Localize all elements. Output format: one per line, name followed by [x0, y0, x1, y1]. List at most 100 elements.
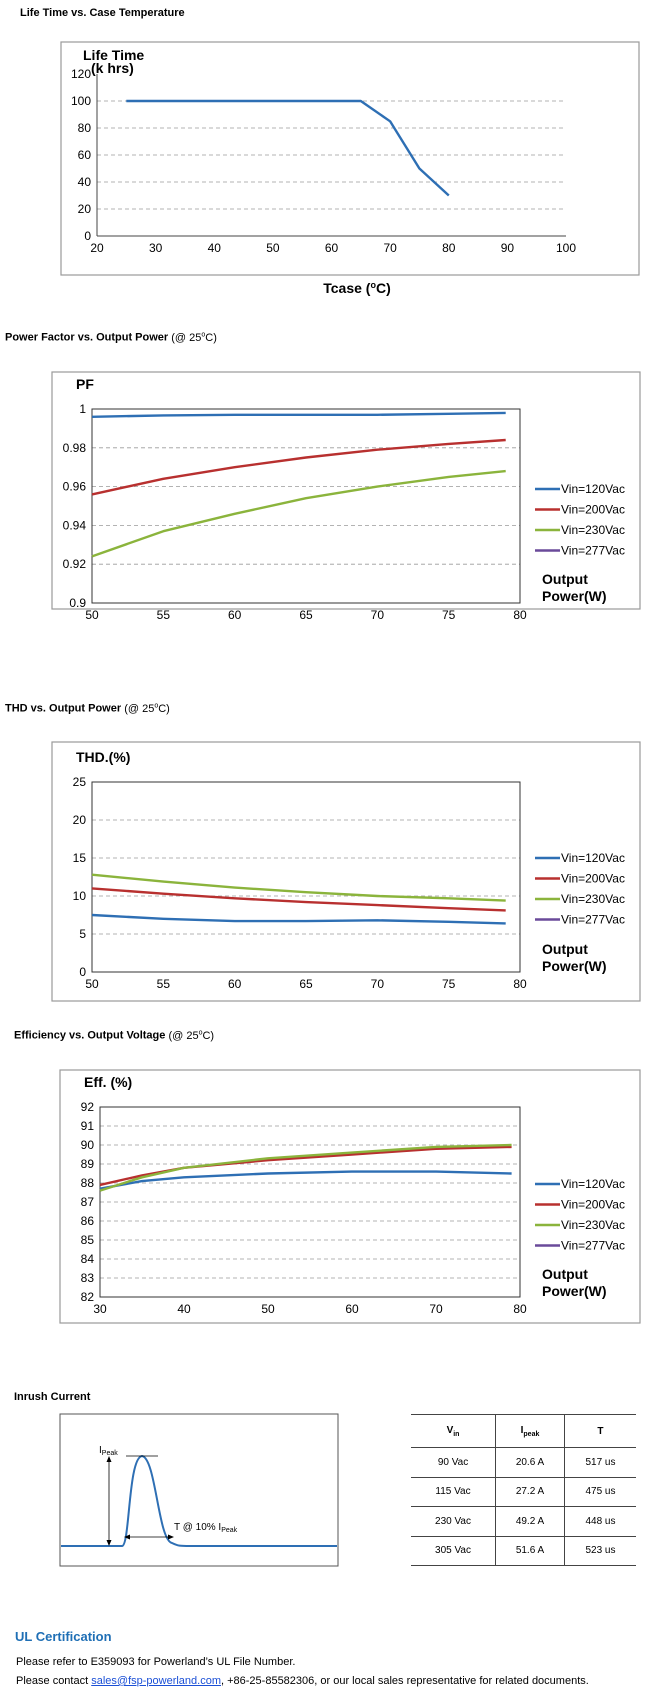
inrush-table: Vin Ipeak T 90 Vac 20.6 A 517 us 115 Vac…: [411, 1414, 636, 1566]
sales-email-link[interactable]: sales@fsp-powerland.com: [91, 1675, 221, 1687]
vin-header: Vin: [446, 1424, 460, 1438]
x-tick-label: 75: [442, 608, 456, 622]
y-tick-label: 89: [81, 1157, 95, 1171]
y-tick-label: 0.92: [63, 557, 87, 571]
y-tick-label: 0.9: [69, 596, 86, 610]
thd-chart: 0 5 10 15 20 25 50 55 60 65 70 75 80 THD.(%) OutputPow…: [51, 741, 641, 1002]
x-tick-label: 65: [299, 977, 313, 991]
x-axis-label: Output: [542, 1266, 588, 1282]
x-tick-label: 55: [157, 977, 171, 991]
legend-entry: Vin=120Vac: [561, 851, 625, 865]
legend-entry: Vin=120Vac: [561, 482, 625, 496]
y-tick-label: 0: [79, 965, 86, 979]
x-tick-label: 60: [345, 1302, 359, 1316]
y-tick-label: 82: [81, 1290, 95, 1304]
x-tick-label: 70: [429, 1302, 443, 1316]
y-tick-label: 60: [78, 148, 92, 162]
t-header: T: [563, 1414, 636, 1448]
legend-entry: Vin=120Vac: [561, 1177, 625, 1191]
y-tick-label: 0: [84, 229, 91, 243]
y-tick-label: 88: [81, 1176, 95, 1190]
power-factor-chart: 0.9 0.92 0.94 0.96 0.98 1 50 55 60 65 70 75 80 PF Outp…: [51, 371, 641, 622]
series-line: [91, 438, 506, 496]
ipeak-cell: 27.2 A: [495, 1477, 565, 1507]
x-tick-label: 20: [90, 241, 104, 255]
x-tick-label: 40: [177, 1302, 191, 1316]
series-line: [91, 469, 506, 558]
x-axis-label-unit: Power(W): [542, 958, 607, 974]
x-tick-label: 70: [371, 608, 385, 622]
inrush-waveform-diagram: IPeak T @ 10% IPeak: [59, 1413, 339, 1567]
vin-cell: 305 Vac: [435, 1545, 471, 1557]
x-tick-label: 50: [85, 608, 99, 622]
pf-chart-title: Power Factor vs. Output Power (@ 25oC): [5, 331, 217, 344]
legend-entry: Vin=277Vac: [561, 544, 625, 558]
y-tick-label: 120: [71, 67, 91, 81]
y-tick-label: 83: [81, 1271, 95, 1285]
y-tick-label: 85: [81, 1233, 95, 1247]
legend-entry: Vin=277Vac: [561, 913, 625, 927]
thd-chart-title: THD vs. Output Power (@ 25oC): [5, 702, 170, 715]
plot-area-border: [91, 408, 521, 604]
ul-certification-title: UL Certification: [15, 1629, 112, 1644]
chart-frame: [51, 741, 641, 1002]
y-axis-label: PF: [76, 376, 94, 392]
legend-entry: Vin=230Vac: [561, 1218, 625, 1232]
y-tick-label: 20: [73, 813, 87, 827]
plot-area-border: [99, 1106, 521, 1298]
x-tick-label: 90: [501, 241, 515, 255]
y-tick-label: 100: [71, 94, 91, 108]
contact-text-post: , +86-25-85582306, or our local sales re…: [221, 1675, 589, 1687]
x-tick-label: 60: [228, 608, 242, 622]
x-tick-label: 80: [513, 608, 527, 622]
vin-cell: 230 Vac: [435, 1515, 471, 1527]
x-axis-label: Tcase (oC): [323, 280, 391, 296]
table-row: 230 Vac 49.2 A 448 us: [411, 1506, 636, 1536]
x-tick-label: 100: [556, 241, 576, 255]
x-tick-label: 60: [228, 977, 242, 991]
x-tick-label: 30: [149, 241, 163, 255]
inrush-diagram-frame: [59, 1413, 339, 1567]
plot-area-border: [91, 781, 521, 973]
series-line: [91, 887, 506, 912]
eff-chart-title: Efficiency vs. Output Voltage (@ 25oC): [14, 1029, 215, 1042]
x-tick-label: 80: [513, 977, 527, 991]
ul-contact-line: Please contact sales@fsp-powerland.com, …: [16, 1675, 589, 1687]
x-tick-label: 50: [261, 1302, 275, 1316]
x-axis-label-unit: Power(W): [542, 588, 607, 604]
series-line: [99, 1145, 512, 1187]
peak-arrow-head-top: [106, 1456, 112, 1462]
t-cell: 448 us: [563, 1506, 636, 1536]
ipeak-cell: 51.6 A: [495, 1536, 565, 1566]
legend-entry: Vin=230Vac: [561, 892, 625, 906]
series-line: [91, 913, 506, 925]
x-tick-label: 50: [85, 977, 99, 991]
duration-arrow-head-right: [168, 1534, 174, 1540]
x-axis-label: Output: [542, 941, 588, 957]
y-tick-label: 92: [81, 1100, 95, 1114]
x-tick-label: 65: [299, 608, 313, 622]
y-tick-label: 10: [73, 889, 87, 903]
table-row: 115 Vac 27.2 A 475 us: [411, 1477, 636, 1507]
x-tick-label: 55: [157, 608, 171, 622]
vin-cell: 115 Vac: [435, 1486, 471, 1498]
x-tick-label: 80: [442, 241, 456, 255]
series-line: [91, 411, 506, 418]
x-tick-label: 40: [208, 241, 222, 255]
peak-arrow-head-bottom: [106, 1540, 112, 1546]
peak-label: IPeak: [99, 1445, 118, 1457]
x-axis-label-unit: Power(W): [542, 1283, 607, 1299]
y-tick-label: 1: [79, 402, 86, 416]
x-tick-label: 30: [93, 1302, 107, 1316]
y-axis-label: Life Time: [83, 47, 144, 63]
y-tick-label: 25: [73, 775, 87, 789]
x-axis-label: Output: [542, 571, 588, 587]
y-tick-label: 86: [81, 1214, 95, 1228]
x-tick-label: 75: [442, 977, 456, 991]
legend-entry: Vin=200Vac: [561, 872, 625, 886]
series-line: [91, 873, 506, 902]
y-axis-label: THD.(%): [76, 749, 130, 765]
x-tick-label: 60: [325, 241, 339, 255]
ipeak-cell: 20.6 A: [495, 1447, 565, 1477]
